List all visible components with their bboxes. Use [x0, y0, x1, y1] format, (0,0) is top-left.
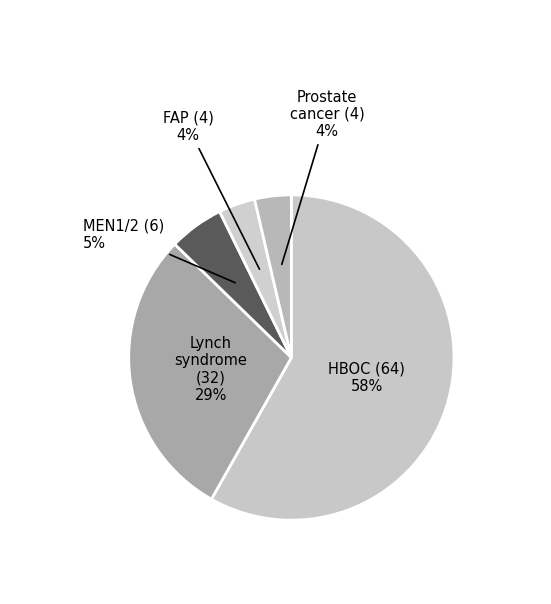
Wedge shape	[212, 195, 454, 520]
Text: FAP (4)
4%: FAP (4) 4%	[163, 111, 260, 269]
Wedge shape	[220, 199, 291, 358]
Text: MEN1/2 (6)
5%: MEN1/2 (6) 5%	[83, 219, 235, 283]
Wedge shape	[175, 211, 291, 358]
Text: Prostate
cancer (4)
4%: Prostate cancer (4) 4%	[282, 89, 364, 265]
Text: Lynch
syndrome
(32)
29%: Lynch syndrome (32) 29%	[175, 335, 247, 403]
Wedge shape	[255, 195, 291, 358]
Wedge shape	[129, 244, 291, 499]
Text: HBOC (64)
58%: HBOC (64) 58%	[328, 361, 406, 394]
